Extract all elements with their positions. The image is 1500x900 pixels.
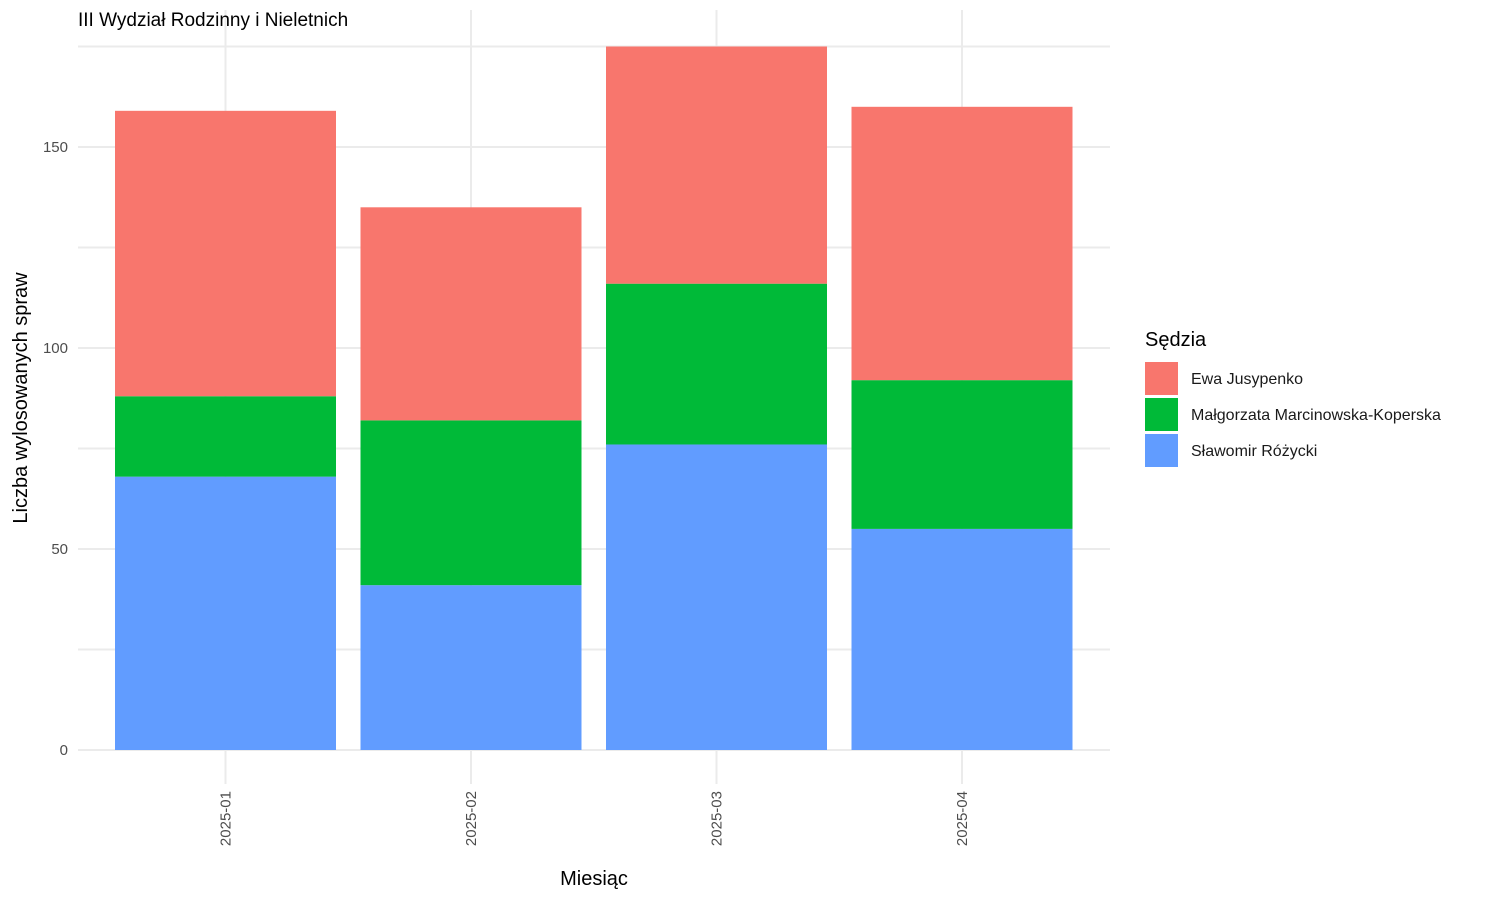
y-axis-ticks: 0 50 100 150 [43, 139, 68, 759]
legend-swatch [1145, 434, 1178, 467]
x-tick-label: 2025-03 [709, 791, 726, 846]
y-tick-label: 50 [51, 541, 68, 558]
x-tick-label: 2025-02 [463, 791, 480, 846]
x-axis-ticks: 2025-01 2025-02 2025-03 2025-04 [218, 778, 971, 846]
legend: Sędzia Ewa Jusypenko Małgorzata Marcinows… [1145, 329, 1441, 467]
y-tick-label: 100 [43, 340, 68, 357]
chart-title: III Wydział Rodzinny i Nieletnich [78, 10, 348, 31]
bar-2025-04-ma-gorzata-marcinowska-koperska [851, 380, 1073, 529]
legend-label: Ewa Jusypenko [1191, 371, 1303, 388]
bar-2025-03-s-awomir-ro-z-ycki [606, 444, 827, 750]
legend-label: Małgorzata Marcinowska-Koperska [1191, 407, 1441, 424]
bar-2025-01-ewa-jusypenko [115, 110, 336, 397]
y-tick-label: 0 [60, 742, 68, 759]
bar-2025-01-s-awomir-ro-z-ycki [115, 476, 336, 750]
bar-2025-03-ewa-jusypenko [606, 46, 827, 284]
bar-2025-01-ma-gorzata-marcinowska-koperska [115, 396, 336, 477]
bar-2025-02-ewa-jusypenko [360, 207, 582, 421]
bar-2025-02-s-awomir-ro-z-ycki [360, 585, 582, 750]
legend-title: Sędzia [1145, 329, 1207, 351]
legend-items: Ewa Jusypenko Małgorzata Marcinowska-Kope… [1145, 362, 1441, 467]
x-axis-title: Miesiąc [560, 868, 628, 890]
bar-2025-04-s-awomir-ro-z-ycki [851, 528, 1073, 750]
bars [115, 46, 1073, 750]
bar-2025-04-ewa-jusypenko [851, 106, 1073, 381]
legend-swatch [1145, 362, 1178, 395]
y-axis-title: Liczba wylosowanych spraw [10, 272, 32, 524]
bar-2025-03-ma-gorzata-marcinowska-koperska [606, 283, 827, 445]
x-tick-label: 2025-01 [218, 791, 235, 846]
y-tick-label: 150 [43, 139, 68, 156]
legend-label: Sławomir Różycki [1191, 443, 1317, 460]
bar-2025-02-ma-gorzata-marcinowska-koperska [360, 420, 582, 586]
legend-swatch [1145, 398, 1178, 431]
x-tick-label: 2025-04 [954, 791, 971, 846]
